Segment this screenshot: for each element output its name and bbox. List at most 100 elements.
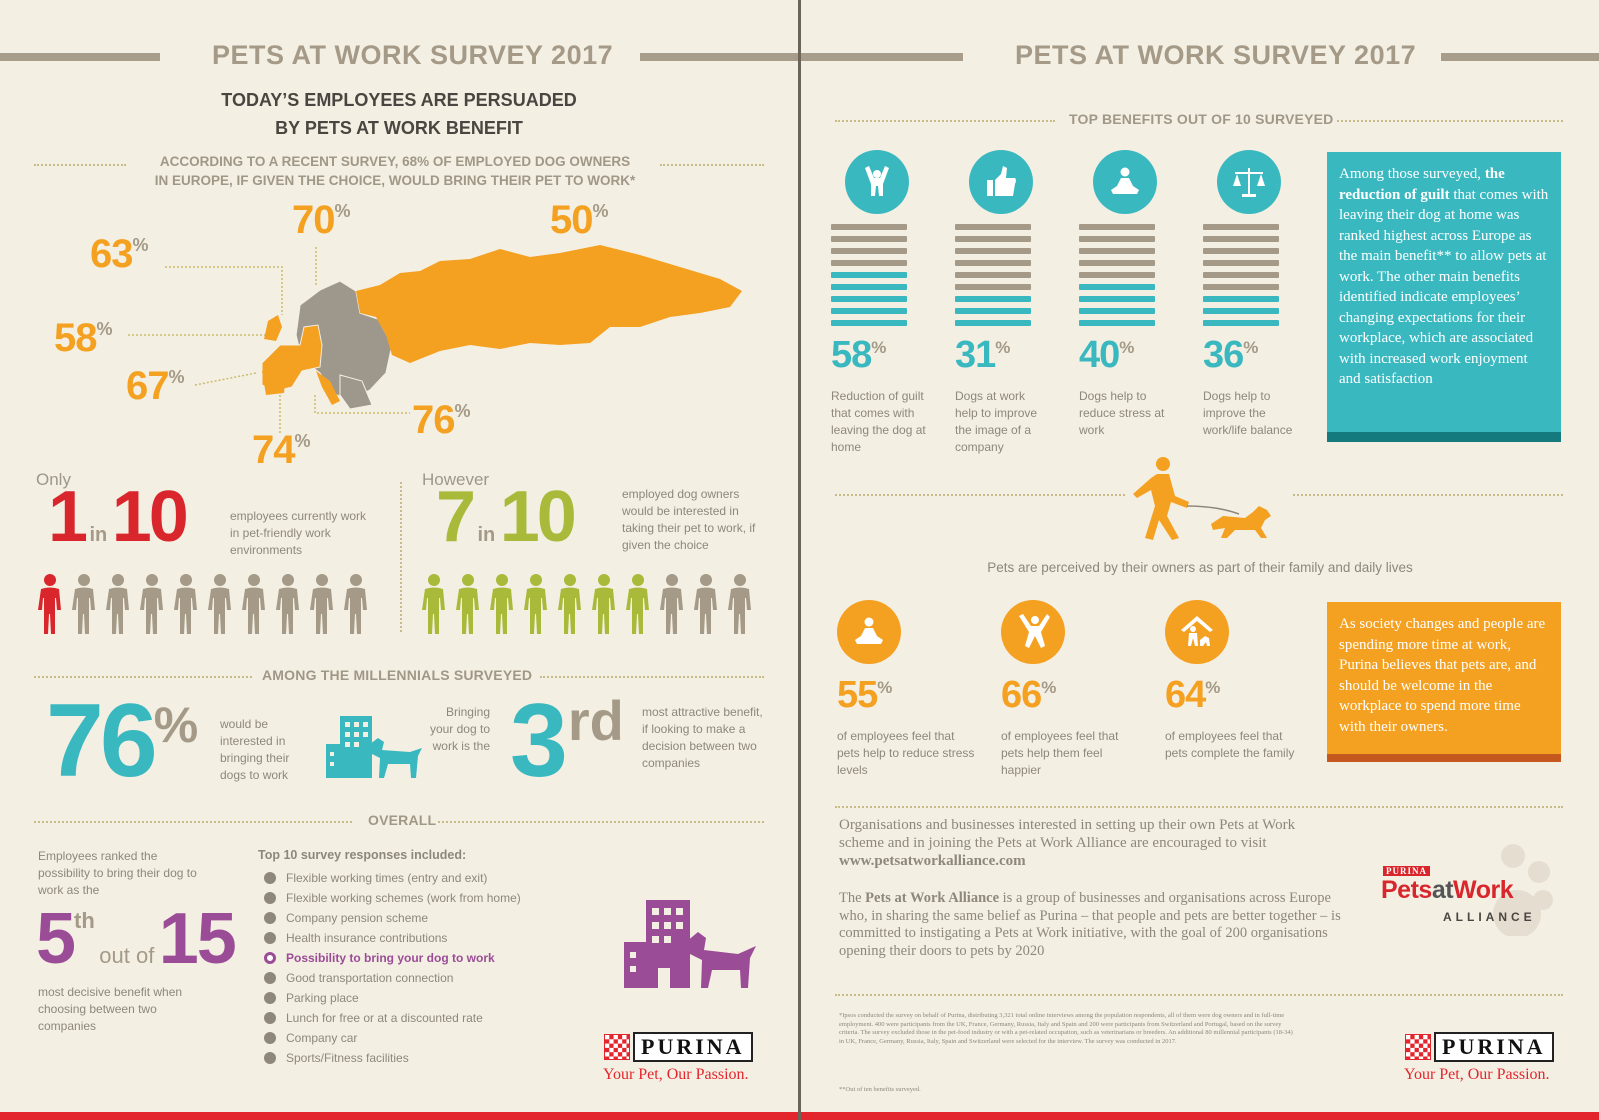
level-stripe xyxy=(955,308,1031,314)
dotted-rule xyxy=(835,120,1055,122)
level-stripe xyxy=(831,236,907,242)
bullet-icon xyxy=(264,912,276,924)
list-item-label: Good transportation connection xyxy=(286,971,454,985)
alliance-url-link[interactable]: www.petsatworkalliance.com xyxy=(839,853,1026,869)
purina-checkerboard-icon xyxy=(1405,1034,1431,1060)
bullet-icon xyxy=(264,892,276,904)
millennials-pct: 76% xyxy=(46,683,198,799)
list-item-label: Flexible working schemes (work from home… xyxy=(286,891,521,905)
person-icon xyxy=(692,574,722,636)
bullet-icon xyxy=(264,992,276,1004)
bullet-icon xyxy=(264,932,276,944)
person-icon xyxy=(70,574,100,636)
list-item: Lunch for free or at a discounted rate xyxy=(264,1008,521,1028)
organisations-text: Organisations and businesses interested … xyxy=(839,817,1296,869)
vertical-dotted-rule xyxy=(400,482,402,632)
level-stripe xyxy=(1079,260,1155,266)
pets-at-work-logo: PetsatWork xyxy=(1381,876,1514,904)
map-pct-67: 67% xyxy=(126,364,185,408)
purina-logo: PURINA xyxy=(604,1032,753,1062)
level-stripe xyxy=(955,284,1031,290)
list-item-label: Parking place xyxy=(286,991,359,1005)
list-item-label: Flexible working times (entry and exit) xyxy=(286,871,488,885)
list-item: Parking place xyxy=(264,988,521,1008)
level-stripe xyxy=(1079,308,1155,314)
list-item: Sports/Fitness facilities xyxy=(264,1048,521,1068)
dotted-rule xyxy=(660,164,764,166)
benefit-level-bars xyxy=(831,224,907,332)
level-stripe xyxy=(955,236,1031,242)
level-stripe xyxy=(831,320,907,326)
feeling-text: of employees feel that pets help them fe… xyxy=(1001,729,1119,777)
bullet-icon xyxy=(264,1032,276,1044)
dotted-rule xyxy=(438,821,764,823)
left-header-title: PETS AT WORK SURVEY 2017 xyxy=(212,40,614,70)
right-header-title: PETS AT WORK SURVEY 2017 xyxy=(1015,40,1417,70)
subtitle-line-1: TODAY’S EMPLOYEES ARE PERSUADED xyxy=(221,90,577,110)
bullet-icon xyxy=(264,972,276,984)
left-page: PETS AT WORK SURVEY 2017 TODAY’S EMPLOYE… xyxy=(0,0,798,1120)
tagline: Your Pet, Our Passion. xyxy=(1404,1066,1550,1083)
map-iberia xyxy=(262,371,286,395)
person-icon xyxy=(138,574,168,636)
orange-info-box: As society changes and people are spendi… xyxy=(1327,602,1561,762)
level-stripe xyxy=(1079,272,1155,278)
scales-icon xyxy=(1217,150,1281,214)
third-text: most attractive benefit, if looking to m… xyxy=(642,705,763,770)
people-row-one-in-ten xyxy=(36,574,376,641)
dotted-rule xyxy=(835,806,1563,808)
person-icon xyxy=(172,574,202,636)
level-stripe xyxy=(1079,224,1155,230)
europe-map xyxy=(128,245,742,433)
feeling-pct: 64% xyxy=(1165,674,1220,716)
bottom-red-bar xyxy=(801,1112,1599,1120)
person-icon xyxy=(274,574,304,636)
list-item-label: Health insurance contributions xyxy=(286,931,448,945)
benefit-text: Dogs at work help to improve the image o… xyxy=(955,389,1038,454)
level-stripe xyxy=(1079,320,1155,326)
list-item-label: Lunch for free or at a discounted rate xyxy=(286,1011,483,1025)
millennials-text: would be interested in bringing their do… xyxy=(220,717,290,782)
fifth-number: 5 xyxy=(36,899,76,979)
level-stripe xyxy=(831,284,907,290)
orange-info-text: As society changes and people are spendi… xyxy=(1339,616,1546,735)
level-stripe xyxy=(1203,284,1279,290)
level-stripe xyxy=(1079,296,1155,302)
one-in-ten-text: employees currently work in pet-friendly… xyxy=(230,509,367,557)
level-stripe xyxy=(831,272,907,278)
header-rule-right xyxy=(1441,53,1599,61)
benefit-pct: 58% xyxy=(831,334,886,376)
person-icon-highlighted xyxy=(36,574,66,636)
family-home-icon xyxy=(1165,600,1229,664)
benefit-text: Dogs help to reduce stress at work xyxy=(1079,389,1165,437)
person-icon xyxy=(206,574,236,636)
decisive-text: most decisive benefit when choosing betw… xyxy=(38,985,183,1033)
person-icon xyxy=(308,574,338,636)
teal-info-box: Among those surveyed, the reduction of g… xyxy=(1327,152,1561,442)
level-stripe xyxy=(1079,236,1155,242)
people-row-seven-in-ten xyxy=(420,574,760,641)
benefit-pct: 36% xyxy=(1203,334,1258,376)
level-stripe xyxy=(955,320,1031,326)
person-icon-highlighted xyxy=(488,574,518,636)
dotted-rule xyxy=(34,164,126,166)
level-stripe xyxy=(1079,248,1155,254)
dotted-rule xyxy=(835,494,1125,496)
map-pct-76: 76% xyxy=(412,398,471,442)
bringing-text: Bringing your dog to work is the xyxy=(429,705,490,753)
map-italy xyxy=(316,371,340,405)
level-stripe xyxy=(831,248,907,254)
level-stripe xyxy=(955,224,1031,230)
top10-title: Top 10 survey responses included: xyxy=(258,848,467,862)
survey-line-2: IN EUROPE, IF GIVEN THE CHOICE, WOULD BR… xyxy=(154,173,636,188)
person-cheer-icon xyxy=(845,150,909,214)
map-pct-58: 58% xyxy=(54,316,113,360)
bullet-icon xyxy=(264,952,276,964)
benefit-text: Dogs help to improve the work/life balan… xyxy=(1203,389,1293,437)
level-stripe xyxy=(1203,260,1279,266)
seven-in-ten-text: employed dog owners would be interested … xyxy=(622,487,756,552)
list-item: Flexible working schemes (work from home… xyxy=(264,888,521,908)
level-stripe xyxy=(1203,248,1279,254)
list-item-label: Company pension scheme xyxy=(286,911,429,925)
list-item: Company pension scheme xyxy=(264,908,521,928)
